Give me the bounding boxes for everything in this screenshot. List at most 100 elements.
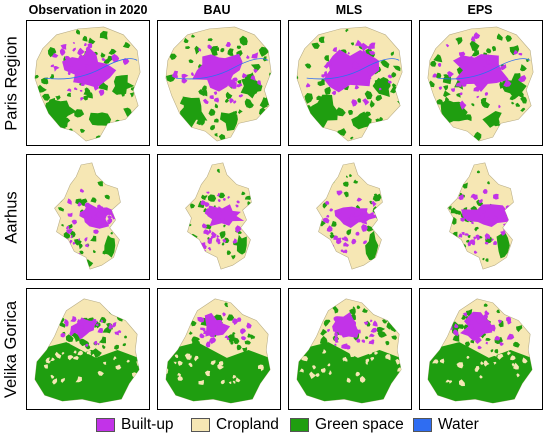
- cropland-patch: [52, 378, 58, 385]
- legend-label: Green space: [315, 416, 404, 433]
- legend: Built-up Cropland Green space Water: [0, 413, 550, 437]
- cropland-patch: [321, 349, 327, 354]
- built-up-patch: [215, 237, 221, 243]
- built-up-patch: [98, 89, 105, 97]
- green-space-patch: [356, 305, 361, 310]
- built-up-patch: [368, 333, 375, 338]
- green-space-patch: [498, 319, 504, 328]
- green-space-patch: [47, 46, 57, 58]
- green-space-patch: [55, 95, 61, 101]
- green-space-patch: [490, 349, 494, 353]
- built-up-patch: [208, 248, 212, 251]
- built-up-patch: [232, 100, 237, 104]
- built-up-patch: [492, 215, 498, 223]
- built-up-patch: [332, 323, 336, 328]
- green-space-patch: [108, 48, 117, 55]
- built-up-patch: [227, 196, 231, 199]
- built-up-patch: [368, 51, 376, 55]
- built-up-patch: [354, 209, 362, 216]
- built-up-patch: [87, 43, 93, 49]
- built-up-patch: [458, 194, 464, 201]
- built-up-patch: [70, 315, 77, 322]
- built-up-patch: [198, 47, 202, 52]
- cropland-patch: [516, 373, 520, 378]
- built-up-patch: [65, 225, 70, 230]
- built-up-patch: [500, 231, 506, 236]
- built-up-patch: [97, 327, 104, 334]
- built-up-patch: [437, 63, 442, 67]
- green-space-patch: [183, 37, 189, 44]
- cropland-patch: [60, 377, 65, 383]
- green-space-patch: [448, 205, 452, 210]
- legend-item-water: Water: [413, 416, 479, 434]
- built-up-patch: [70, 235, 73, 239]
- green-space-patch: [335, 107, 346, 117]
- green-space-patch: [443, 90, 451, 98]
- built-up-area: [70, 317, 99, 340]
- built-up-patch: [63, 318, 69, 326]
- built-up-patch: [454, 329, 458, 334]
- green-space-patch: [350, 313, 356, 321]
- green-space-patch: [317, 80, 323, 87]
- legend-label: Built-up: [121, 416, 174, 433]
- green-space-patch: [389, 325, 396, 332]
- green-space-patch: [244, 195, 252, 200]
- green-space-patch: [40, 77, 48, 85]
- built-up-patch: [235, 204, 239, 208]
- built-up-patch: [469, 239, 476, 245]
- green-space-patch: [472, 205, 476, 210]
- built-up-patch: [67, 71, 71, 76]
- green-space-patch: [100, 52, 106, 58]
- built-up-patch: [85, 343, 89, 347]
- built-up-area: [192, 53, 243, 92]
- green-space-patch: [208, 108, 216, 117]
- built-up-patch: [468, 324, 474, 330]
- built-up-patch: [347, 217, 350, 220]
- green-space-patch: [513, 341, 520, 348]
- green-space-patch: [223, 224, 226, 228]
- built-up-patch: [484, 310, 490, 316]
- built-up-patch: [208, 228, 212, 234]
- green-space-patch: [92, 348, 102, 358]
- green-space-patch: [74, 109, 85, 118]
- cropland-patch: [299, 368, 304, 373]
- cropland-patch: [315, 373, 320, 378]
- cropland-patch: [117, 364, 121, 368]
- green-space-patch: [471, 103, 475, 107]
- green-space-patch: [81, 260, 88, 267]
- cropland-patch: [46, 359, 52, 363]
- green-space-patch: [262, 319, 268, 325]
- cropland-patch: [177, 375, 183, 381]
- land-cover-layer: [34, 29, 138, 142]
- green-space-patch: [259, 316, 268, 322]
- built-up-patch: [477, 345, 482, 350]
- built-up-patch: [339, 86, 345, 91]
- green-space-patch: [443, 85, 449, 91]
- green-space-patch: [253, 119, 259, 125]
- built-up-patch: [454, 323, 459, 329]
- built-up-patch: [350, 324, 357, 331]
- cropland-patch: [494, 353, 497, 357]
- cropland-patch: [370, 357, 375, 362]
- row-header-aarhus: Aarhus: [0, 154, 24, 280]
- built-up-patch: [473, 250, 478, 254]
- built-up-patch: [486, 216, 490, 220]
- green-space-patch: [330, 232, 334, 236]
- built-up-patch: [233, 216, 237, 220]
- cropland-patch: [301, 356, 308, 362]
- green-space-patch: [112, 74, 135, 95]
- built-up-patch: [96, 211, 104, 219]
- built-up-patch: [77, 54, 85, 62]
- built-up-patch: [483, 314, 488, 319]
- green-space-patch: [207, 194, 217, 202]
- built-up-patch: [104, 208, 110, 214]
- map-panel-paris-bau: [157, 20, 281, 146]
- built-up-patch: [201, 319, 205, 323]
- green-space-patch: [231, 254, 236, 260]
- built-up-patch: [370, 211, 375, 217]
- green-space-patch: [483, 303, 488, 307]
- built-up-patch: [362, 240, 368, 245]
- built-up-patch: [218, 75, 224, 80]
- green-space-patch: [346, 229, 352, 236]
- green-space-patch: [519, 64, 527, 72]
